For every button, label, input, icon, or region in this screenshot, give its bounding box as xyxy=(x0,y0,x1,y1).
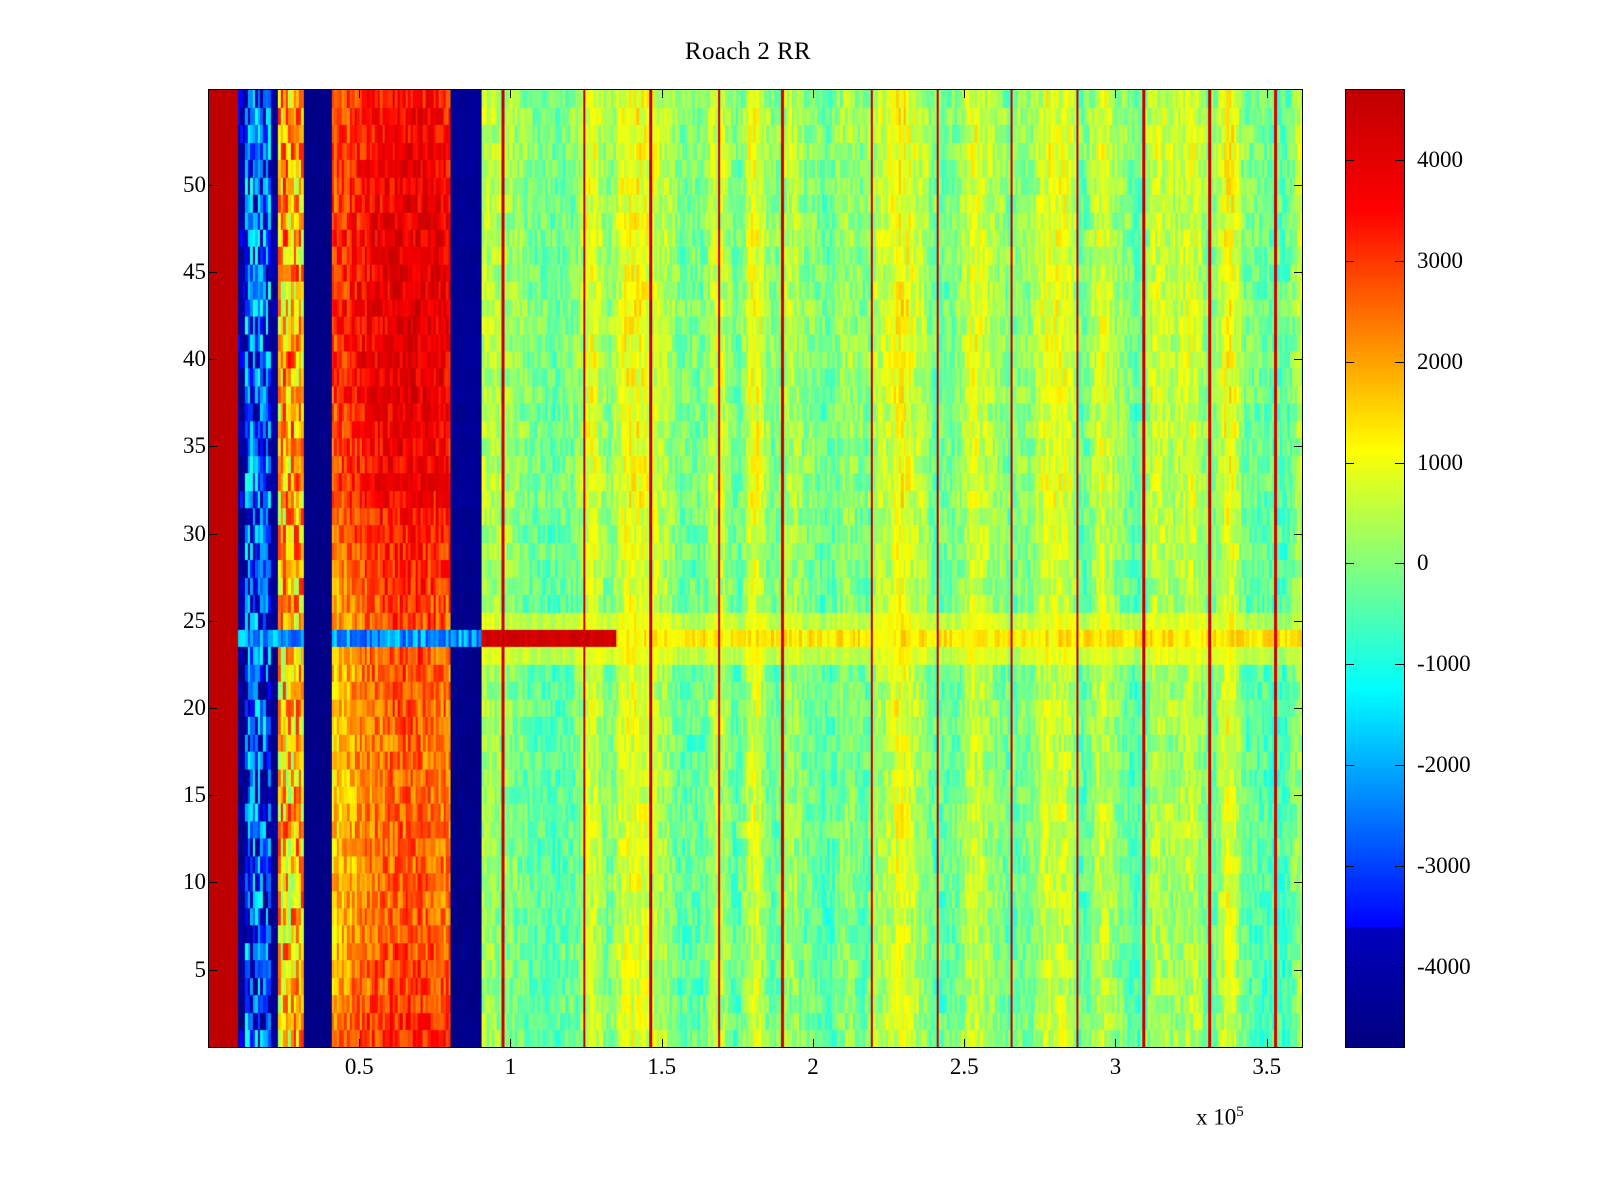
colorbar-tick-label: 2000 xyxy=(1417,348,1463,374)
y-tick-mark-right xyxy=(1294,533,1303,535)
colorbar-tick-mark-right xyxy=(1395,866,1404,868)
y-tick-mark xyxy=(208,184,217,186)
y-tick-mark xyxy=(208,272,217,274)
y-tick-label: 35 xyxy=(183,433,206,459)
colorbar-tick-mark xyxy=(1345,462,1354,464)
colorbar-tick-mark xyxy=(1345,765,1354,767)
x-tick-mark xyxy=(510,1039,512,1048)
y-tick-label: 10 xyxy=(183,869,206,895)
x-tick-mark xyxy=(1115,1039,1117,1048)
colorbar-gradient xyxy=(1346,90,1404,1047)
colorbar-tick-mark xyxy=(1345,260,1354,262)
x-tick-mark-top xyxy=(510,89,512,98)
colorbar-tick-mark-right xyxy=(1395,260,1404,262)
y-tick-mark-right xyxy=(1294,359,1303,361)
x-tick-mark-top xyxy=(1266,89,1268,98)
y-tick-mark xyxy=(208,446,217,448)
colorbar-tick-label: -1000 xyxy=(1417,651,1471,677)
x-tick-mark-top xyxy=(359,89,361,98)
y-tick-mark xyxy=(208,620,217,622)
x-axis-exponent-power: 5 xyxy=(1236,1104,1244,1120)
x-tick-label: 2 xyxy=(807,1054,819,1079)
colorbar-tick-label: -4000 xyxy=(1417,954,1471,980)
colorbar-tick-mark xyxy=(1345,664,1354,666)
colorbar-tick-label: 4000 xyxy=(1417,146,1463,172)
colorbar-tick-label: 3000 xyxy=(1417,247,1463,273)
colorbar-tick-mark-right xyxy=(1395,563,1404,565)
y-tick-mark xyxy=(208,359,217,361)
heatmap-image xyxy=(209,90,1302,1047)
x-axis-exponent-mantissa: x 10 xyxy=(1196,1104,1237,1130)
x-tick-mark-top xyxy=(964,89,966,98)
colorbar-tick-label: 0 xyxy=(1417,550,1429,576)
y-tick-label: 30 xyxy=(183,520,206,546)
colorbar xyxy=(1345,89,1405,1048)
y-tick-mark-right xyxy=(1294,446,1303,448)
colorbar-tick-label: 1000 xyxy=(1417,449,1463,475)
y-tick-label: 50 xyxy=(183,171,206,197)
colorbar-tick-label: -2000 xyxy=(1417,752,1471,778)
y-tick-mark-right xyxy=(1294,882,1303,884)
colorbar-tick-label: -3000 xyxy=(1417,853,1471,879)
y-tick-label: 25 xyxy=(183,607,206,633)
y-tick-label: 20 xyxy=(183,694,206,720)
y-tick-mark-right xyxy=(1294,707,1303,709)
heatmap-axes xyxy=(208,89,1303,1048)
x-tick-label: 1 xyxy=(504,1054,517,1079)
x-axis-exponent-label: x 105 xyxy=(1196,1104,1244,1131)
x-tick-label: 0.5 xyxy=(344,1054,374,1079)
colorbar-tick-mark xyxy=(1345,866,1354,868)
colorbar-tick-mark xyxy=(1345,967,1354,969)
y-tick-label: 15 xyxy=(183,782,206,808)
colorbar-tick-mark xyxy=(1345,563,1354,565)
x-tick-label: 3.5 xyxy=(1252,1054,1282,1079)
y-tick-mark xyxy=(208,533,217,535)
y-tick-label: 5 xyxy=(194,956,207,982)
y-tick-mark xyxy=(208,969,217,971)
y-tick-label: 45 xyxy=(183,259,206,285)
x-tick-mark xyxy=(359,1039,361,1048)
x-tick-mark-top xyxy=(1115,89,1117,98)
x-tick-mark-top xyxy=(661,89,663,98)
colorbar-tick-mark-right xyxy=(1395,664,1404,666)
colorbar-tick-mark-right xyxy=(1395,967,1404,969)
y-tick-mark-right xyxy=(1294,272,1303,274)
x-tick-mark xyxy=(661,1039,663,1048)
y-tick-mark xyxy=(208,795,217,797)
colorbar-tick-mark-right xyxy=(1395,462,1404,464)
y-tick-mark-right xyxy=(1294,969,1303,971)
x-tick-mark xyxy=(964,1039,966,1048)
colorbar-tick-mark-right xyxy=(1395,159,1404,161)
y-tick-mark xyxy=(208,707,217,709)
y-tick-label: 40 xyxy=(183,346,206,372)
y-tick-mark-right xyxy=(1294,795,1303,797)
chart-title: Roach 2 RR xyxy=(684,38,812,65)
colorbar-tick-mark-right xyxy=(1395,765,1404,767)
x-tick-label: 1.5 xyxy=(647,1054,677,1079)
colorbar-tick-mark xyxy=(1345,361,1354,363)
x-tick-mark xyxy=(812,1039,814,1048)
y-tick-mark xyxy=(208,882,217,884)
x-tick-mark xyxy=(1266,1039,1268,1048)
x-tick-label: 3 xyxy=(1109,1054,1122,1079)
y-tick-mark-right xyxy=(1294,620,1303,622)
x-tick-mark-top xyxy=(812,89,814,98)
x-tick-label: 2.5 xyxy=(949,1054,979,1079)
colorbar-tick-mark xyxy=(1345,159,1354,161)
colorbar-tick-mark-right xyxy=(1395,361,1404,363)
y-tick-mark-right xyxy=(1294,184,1303,186)
